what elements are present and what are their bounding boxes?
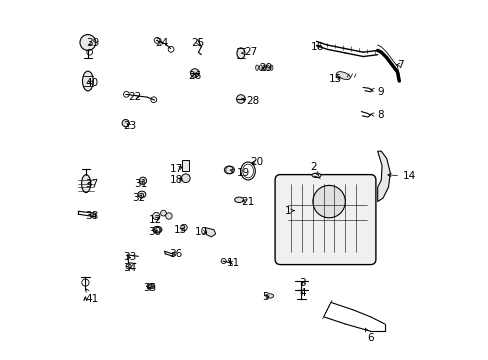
Text: 36: 36	[168, 249, 182, 259]
Text: 22: 22	[128, 92, 142, 102]
Circle shape	[181, 224, 187, 231]
Text: 19: 19	[230, 168, 250, 178]
Text: 15: 15	[328, 74, 341, 84]
Ellipse shape	[224, 166, 234, 174]
Text: 9: 9	[370, 87, 384, 97]
Text: 29: 29	[258, 63, 272, 73]
Ellipse shape	[81, 175, 90, 193]
Text: 5: 5	[262, 292, 268, 302]
Text: 27: 27	[241, 47, 257, 57]
Text: 41: 41	[85, 288, 99, 304]
Text: 14: 14	[387, 171, 415, 181]
Text: 26: 26	[188, 71, 201, 81]
Text: 18: 18	[170, 175, 183, 185]
Circle shape	[190, 69, 199, 77]
Ellipse shape	[263, 65, 265, 71]
Ellipse shape	[259, 65, 262, 71]
Circle shape	[160, 210, 166, 216]
Ellipse shape	[237, 48, 244, 59]
Text: 37: 37	[85, 179, 99, 189]
Text: 39: 39	[86, 38, 100, 48]
Text: 30: 30	[148, 227, 162, 237]
Text: 34: 34	[123, 263, 136, 273]
Ellipse shape	[146, 284, 155, 289]
Text: 33: 33	[123, 252, 136, 262]
Circle shape	[236, 95, 244, 103]
Circle shape	[139, 177, 146, 184]
Text: 8: 8	[370, 110, 384, 120]
Text: 21: 21	[241, 197, 254, 207]
Ellipse shape	[82, 71, 93, 91]
Polygon shape	[377, 151, 389, 202]
Text: 6: 6	[365, 328, 373, 343]
Text: 28: 28	[241, 96, 259, 106]
Text: 32: 32	[132, 193, 145, 203]
Circle shape	[80, 35, 96, 50]
Text: 40: 40	[85, 78, 99, 88]
Text: 20: 20	[249, 157, 263, 167]
Text: 4: 4	[299, 288, 305, 298]
Ellipse shape	[255, 65, 258, 71]
Text: 23: 23	[123, 121, 136, 131]
Text: 1: 1	[284, 206, 294, 216]
Text: 16: 16	[310, 42, 323, 52]
Ellipse shape	[311, 173, 320, 177]
Text: 10: 10	[194, 227, 207, 237]
Ellipse shape	[266, 65, 269, 71]
Circle shape	[181, 174, 190, 183]
Text: 38: 38	[85, 211, 99, 221]
Ellipse shape	[265, 294, 273, 298]
Text: 17: 17	[170, 164, 183, 174]
Ellipse shape	[234, 197, 243, 202]
Circle shape	[152, 212, 160, 220]
Text: 24: 24	[155, 38, 168, 48]
FancyBboxPatch shape	[275, 175, 375, 265]
Ellipse shape	[336, 72, 349, 80]
Circle shape	[165, 213, 172, 219]
Ellipse shape	[138, 191, 145, 198]
Circle shape	[122, 120, 129, 127]
Text: 7: 7	[396, 60, 403, 70]
Text: 3: 3	[299, 278, 305, 288]
Text: 31: 31	[134, 179, 147, 189]
Ellipse shape	[269, 65, 272, 71]
Circle shape	[126, 264, 131, 269]
Text: 12: 12	[148, 215, 162, 225]
Text: 35: 35	[143, 283, 156, 293]
Polygon shape	[204, 228, 215, 237]
Text: 25: 25	[191, 38, 204, 48]
Bar	[181, 160, 189, 171]
Text: 2: 2	[309, 162, 318, 175]
Text: 11: 11	[226, 258, 239, 268]
Circle shape	[312, 185, 345, 218]
Text: 13: 13	[173, 225, 186, 235]
